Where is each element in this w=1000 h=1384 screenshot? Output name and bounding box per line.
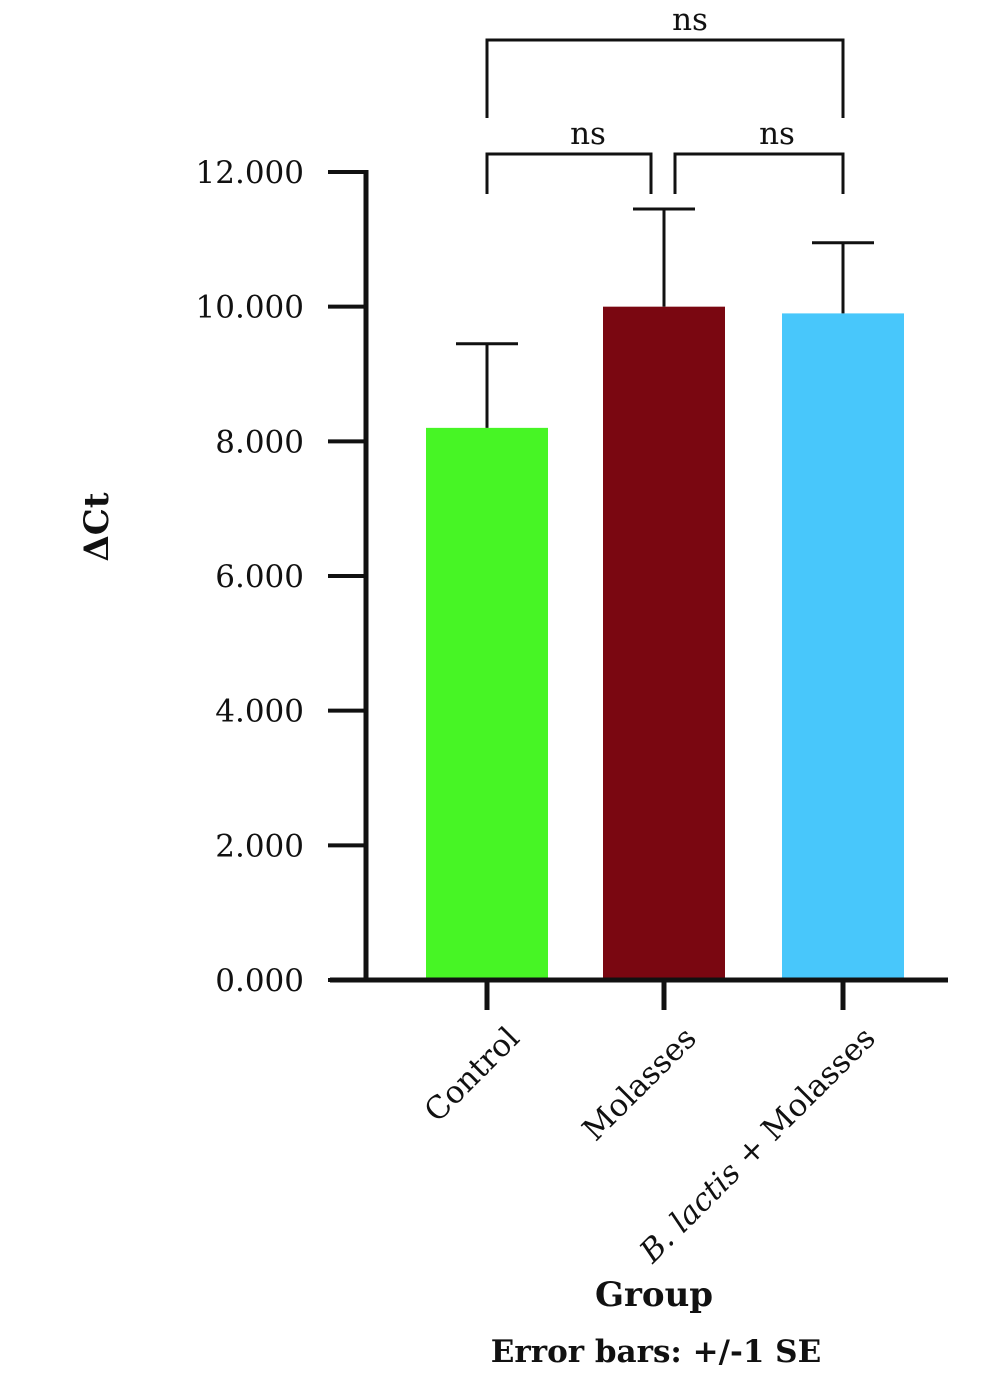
y-tick-label-2: 4.000 <box>215 694 304 730</box>
bars-layer <box>426 306 904 981</box>
x-tick-label-text-2: + Molasses <box>722 1020 882 1180</box>
y-axis-label: ΔCt <box>77 492 117 561</box>
significance-bracket-1 <box>485 38 845 118</box>
y-tick-label-6: 12.000 <box>196 155 304 191</box>
error-bars-footnote: Error bars: +/-1 SE <box>491 1334 821 1370</box>
x-tick-label-0: Control <box>418 1020 527 1129</box>
bar-2 <box>603 306 725 981</box>
x-tick-label-italic-2: B. lactis <box>632 1155 748 1271</box>
error-bars-layer <box>456 207 874 428</box>
significance-label-2: ns <box>570 116 606 152</box>
x-tick-label-text-1: Molasses <box>576 1020 704 1148</box>
y-ticks-layer: 0.000 2.000 4.000 6.000 8.000 10.000 12.000 <box>196 155 366 999</box>
y-tick-label-5: 10.000 <box>196 290 304 326</box>
y-tick-label-3: 6.000 <box>215 559 304 595</box>
y-tick-label-1: 2.000 <box>215 828 304 864</box>
x-axis-label: Group <box>595 1275 713 1315</box>
significance-bracket-3 <box>673 152 845 194</box>
x-tick-label-1: Molasses <box>576 1020 704 1148</box>
y-tick-label-4: 8.000 <box>215 424 304 460</box>
bar-3 <box>782 313 904 980</box>
x-tick-label-text-0: Control <box>418 1020 527 1129</box>
bar-1 <box>426 427 548 980</box>
y-tick-label-0: 0.000 <box>215 963 304 999</box>
significance-label-3: ns <box>759 116 795 152</box>
significance-bracket-2 <box>485 152 653 194</box>
significance-layer: ns ns ns <box>485 2 845 194</box>
significance-label-1: ns <box>672 2 708 38</box>
